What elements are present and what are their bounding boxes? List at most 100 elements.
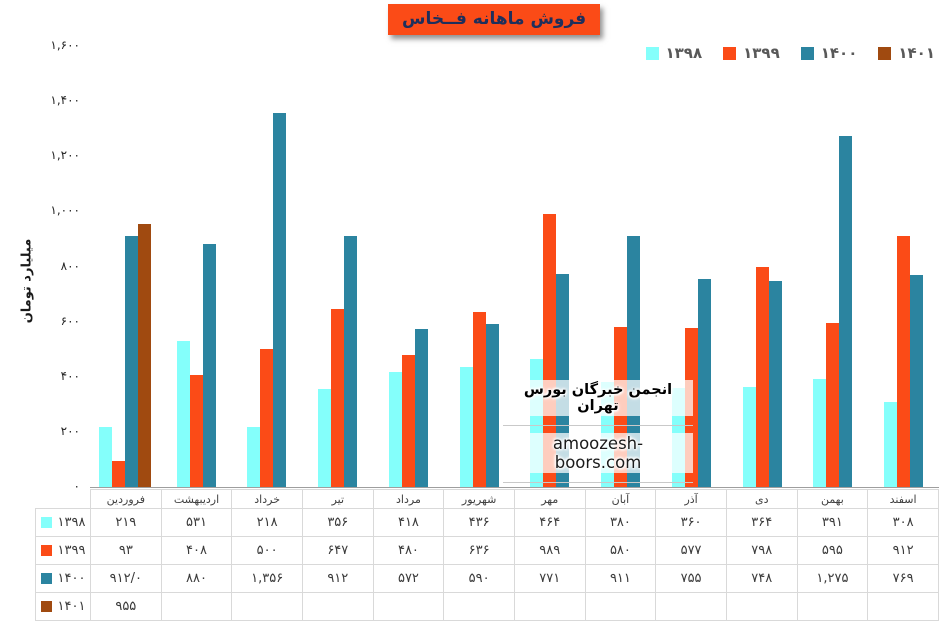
bar-1399-shahrivar (473, 312, 486, 487)
month-header-azar: آذر (655, 489, 727, 509)
cell-1401-shahrivar (443, 592, 515, 621)
cell-1399-tir: ۶۴۷ (301, 536, 374, 565)
legend-swatch-1399 (723, 46, 737, 60)
bar-1398-mordad (389, 372, 402, 487)
year-label-1401: ۱۴۰۱ (57, 599, 86, 614)
cell-1398-khordad: ۲۱۸ (231, 508, 303, 537)
month-header-esfand: اسفند (867, 489, 939, 509)
bar-1399-dey (756, 267, 769, 487)
bar-1398-dey (743, 387, 756, 487)
cell-1400-esfand: ۷۶۹ (867, 564, 939, 593)
cell-1400-aban: ۹۱۱ (584, 564, 657, 593)
bar-1399-ordibehesht (190, 375, 203, 487)
chart-title: فروش ماهانه فــخاس (388, 4, 601, 35)
cell-1399-bahman: ۵۹۵ (796, 536, 869, 565)
cell-1401-dey (725, 592, 798, 621)
cell-1398-bahman: ۳۹۱ (796, 508, 869, 537)
cell-1399-azar: ۵۷۷ (655, 536, 727, 565)
cell-1398-azar: ۳۶۰ (655, 508, 727, 537)
cell-1398-esfand: ۳۰۸ (867, 508, 939, 537)
y-tick-label: ۱,۰۰۰ (50, 203, 80, 218)
cell-1399-farvardin: ۹۳ (90, 536, 162, 565)
table-row-1400: ۱۴۰۰ ۹۱۲/۰ ۸۸۰ ۱,۳۵۶ ۹۱۲ ۵۷۲ ۵۹۰ ۷۷۱ ۹۱۱ ۷۵۵ ۷۴۸ ۱,… (35, 564, 939, 593)
month-header-mordad: مرداد (372, 489, 445, 509)
legend-label-1399: ۱۳۹۹ (743, 44, 780, 62)
month-header-mehr: مهر (513, 489, 586, 509)
bar-1400-ordibehesht (203, 244, 216, 487)
legend-label-1400: ۱۴۰۰ (820, 44, 858, 62)
cell-1400-tir: ۹۱۲ (301, 564, 374, 593)
cell-1400-azar: ۷۵۵ (655, 564, 727, 593)
watermark: انجمن خبرگان بورس تهران amoozesh-boors.c… (503, 380, 693, 483)
y-tick-label: ۱,۲۰۰ (50, 148, 80, 163)
table-row-1401: ۱۴۰۱ ۹۵۵ (35, 592, 939, 621)
cell-1401-esfand (867, 592, 939, 621)
bar-1398-farvardin (99, 427, 112, 487)
data-table: فروردین اردیبهشت خرداد تیر مرداد شهریور مهر آبا… (35, 489, 939, 621)
bar-1399-khordad (260, 349, 273, 487)
cell-1398-tir: ۳۵۶ (301, 508, 374, 537)
cell-1399-mordad: ۴۸۰ (372, 536, 445, 565)
watermark-url: amoozesh-boors.com (503, 433, 693, 473)
cell-1401-tir (301, 592, 374, 621)
legend-label-1398: ۱۳۹۸ (665, 44, 703, 62)
bar-1400-esfand (910, 275, 923, 487)
legend-swatch-1398 (645, 46, 659, 60)
legend-swatch-1400 (800, 46, 814, 60)
month-header-aban: آبان (584, 489, 657, 509)
bar-1400-tir (344, 236, 357, 487)
year-cell-1400: ۱۴۰۰ (35, 564, 91, 593)
cell-1399-aban: ۵۸۰ (584, 536, 657, 565)
bar-1398-esfand (884, 402, 897, 487)
bar-1399-bahman (826, 323, 839, 487)
row-swatch-1401 (40, 601, 52, 612)
bar-1399-farvardin (112, 461, 125, 487)
bar-1399-tir (331, 309, 344, 487)
row-swatch-1400 (40, 573, 52, 584)
cell-1398-farvardin: ۲۱۹ (90, 508, 162, 537)
table-header-row: فروردین اردیبهشت خرداد تیر مرداد شهریور مهر آبا… (35, 489, 939, 509)
watermark-divider-bottom (503, 482, 693, 483)
year-label-1400: ۱۴۰۰ (57, 571, 86, 586)
year-label-1398: ۱۳۹۸ (57, 515, 86, 530)
bar-1398-ordibehesht (177, 341, 190, 487)
month-header-bahman: بهمن (796, 489, 869, 509)
legend: ۱۳۹۸ ۱۳۹۹ ۱۴۰۰ ۱۴۰۱ (645, 44, 935, 62)
cell-1400-mordad: ۵۷۲ (372, 564, 445, 593)
month-header-khordad: خرداد (231, 489, 303, 509)
cell-1398-shahrivar: ۴۳۶ (443, 508, 515, 537)
cell-1401-ordibehesht (160, 592, 233, 621)
bar-1398-tir (318, 389, 331, 487)
cell-1398-aban: ۳۸۰ (584, 508, 657, 537)
legend-swatch-1401 (878, 46, 892, 60)
y-tick-label: ۰ (73, 479, 80, 493)
bar-1399-mordad (402, 355, 415, 487)
bar-1401-farvardin (138, 224, 151, 487)
cell-1399-mehr: ۹۸۹ (513, 536, 586, 565)
cell-1399-ordibehesht: ۴۰۸ (160, 536, 233, 565)
year-cell-1399: ۱۳۹۹ (35, 536, 91, 565)
cell-1399-esfand: ۹۱۲ (867, 536, 939, 565)
cell-1401-azar (655, 592, 727, 621)
cell-1398-mordad: ۴۱۸ (372, 508, 445, 537)
cell-1398-dey: ۳۶۴ (725, 508, 798, 537)
y-tick-label: ۱,۴۰۰ (50, 93, 80, 108)
month-header-shahrivar: شهریور (443, 489, 515, 509)
year-label-1399: ۱۳۹۹ (57, 543, 86, 558)
row-swatch-1399 (40, 545, 52, 556)
legend-item-1399: ۱۳۹۹ (723, 44, 780, 62)
cell-1400-dey: ۷۴۸ (725, 564, 798, 593)
cell-1400-khordad: ۱,۳۵۶ (231, 564, 303, 593)
bar-1400-bahman (839, 136, 852, 487)
y-tick-label: ۲۰۰ (60, 423, 80, 438)
cell-1401-bahman (796, 592, 869, 621)
cell-1399-shahrivar: ۶۳۶ (443, 536, 515, 565)
legend-item-1398: ۱۳۹۸ (645, 44, 703, 62)
y-tick-label: ۱,۶۰۰ (50, 38, 80, 52)
bar-1400-mordad (415, 329, 428, 487)
month-header-tir: تیر (301, 489, 374, 509)
cell-1400-ordibehesht: ۸۸۰ (160, 564, 233, 593)
legend-item-1400: ۱۴۰۰ (800, 44, 858, 62)
cell-1400-mehr: ۷۷۱ (513, 564, 586, 593)
